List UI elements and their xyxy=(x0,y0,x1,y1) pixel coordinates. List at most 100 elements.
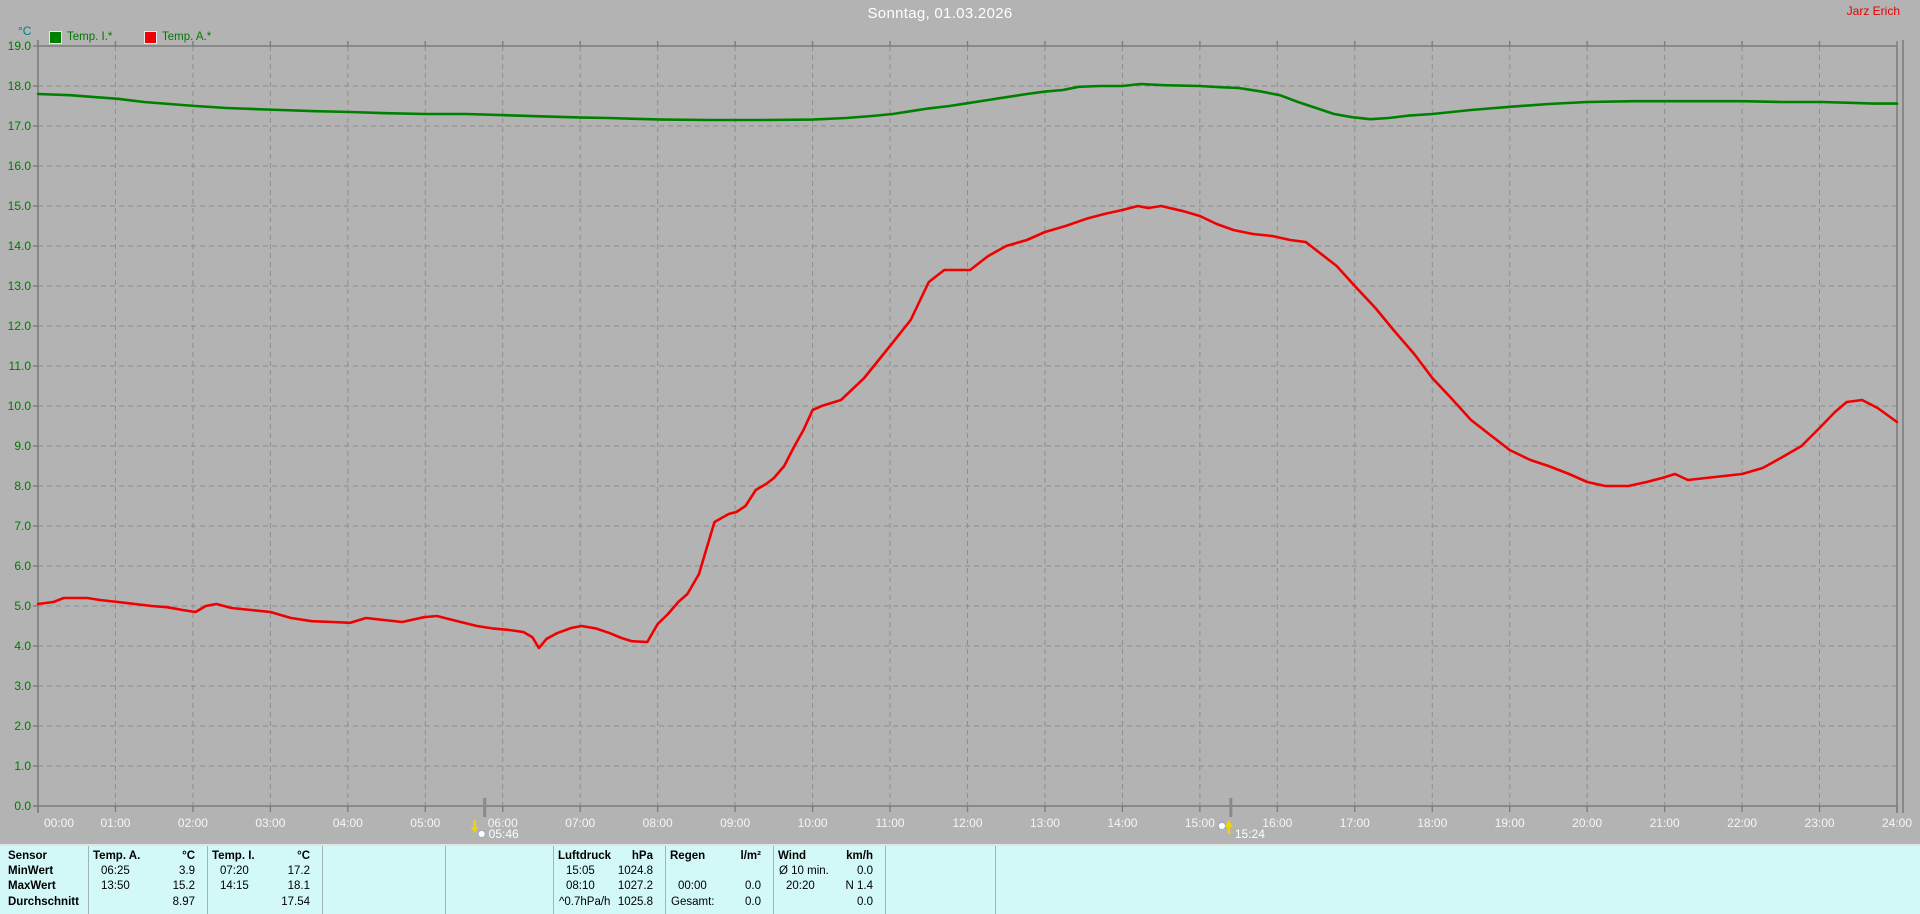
stats-table: Sensor MinWert MaxWert Durchschnitt Temp. A.… xyxy=(0,844,1920,914)
stats-col-unit: °C xyxy=(182,850,195,862)
sunrise-tick xyxy=(483,798,487,817)
x-tick-label: 03:00 xyxy=(255,816,285,830)
x-tick-label: 22:00 xyxy=(1727,816,1757,830)
y-tick-label: 15.0 xyxy=(8,199,32,213)
x-tick-label: 12:00 xyxy=(952,816,982,830)
table-divider xyxy=(445,846,446,914)
x-tick-label: 11:00 xyxy=(875,816,904,830)
y-tick-label: 11.0 xyxy=(9,359,32,373)
legend-swatch-temp-i-icon xyxy=(49,30,62,44)
y-tick-label: 7.0 xyxy=(14,519,31,533)
sunrise-sun-icon xyxy=(477,830,486,838)
series-line-tempi xyxy=(36,82,1899,122)
sunset-tick xyxy=(1229,798,1233,817)
y-tick-label: 6.0 xyxy=(14,559,31,573)
y-tick-label: 4.0 xyxy=(14,639,31,653)
stats-cell-time: 06:25 xyxy=(101,865,130,877)
stats-cell-value: 0.0 xyxy=(857,865,873,877)
stats-cell-value: N 1.4 xyxy=(845,880,874,892)
stats-row-label: Sensor xyxy=(8,850,47,862)
table-divider xyxy=(885,846,886,914)
x-tick-label: 04:00 xyxy=(333,816,363,830)
stats-cell-time: ^0.7hPa/h xyxy=(559,896,611,908)
stats-cell-value: 8.97 xyxy=(172,896,195,908)
stats-cell-time: 20:20 xyxy=(786,880,815,892)
stats-col-unit: km/h xyxy=(846,850,873,862)
stats-cell-value: 15.2 xyxy=(172,880,195,892)
legend-item-temp-a: Temp. A.* xyxy=(144,30,211,44)
stats-cell-time: 08:10 xyxy=(566,880,595,892)
y-tick-label: 3.0 xyxy=(14,679,31,693)
stats-col-unit: °C xyxy=(297,850,310,862)
temperature-line-chart: 19.0 18.0 17.0 16.0 15.0 14.0 13.0 12.0 11.0 10.0… xyxy=(8,39,1913,841)
y-tick-label: 8.0 xyxy=(14,479,31,493)
y-tick-label: 17.0 xyxy=(8,119,32,133)
stats-row-label: Durchschnitt xyxy=(8,896,79,908)
stats-col-unit: hPa xyxy=(631,850,653,862)
legend-label-temp-a: Temp. A.* xyxy=(162,31,212,43)
x-tick-label: 20:00 xyxy=(1572,816,1602,830)
x-tick-label: 23:00 xyxy=(1805,816,1835,830)
y-tick-label: 0.0 xyxy=(14,799,31,813)
y-tick-label: 18.0 xyxy=(8,79,32,93)
legend-item-temp-i: Temp. I.* xyxy=(49,30,112,44)
x-tick-label: 13:00 xyxy=(1030,816,1060,830)
x-tick-label: 01:00 xyxy=(100,816,130,830)
x-tick-label: 07:00 xyxy=(565,816,595,830)
y-tick-label: 10.0 xyxy=(8,399,32,413)
stats-cell-value: 1024.8 xyxy=(617,865,653,877)
x-tick-label: 21:00 xyxy=(1650,816,1680,830)
stats-cell-value: 0.0 xyxy=(745,880,761,892)
x-tick-label: 05:00 xyxy=(410,816,440,830)
stats-cell-value: 0.0 xyxy=(857,896,873,908)
y-tick-label: 12.0 xyxy=(8,319,32,333)
sunset-time-label: 15:24 xyxy=(1235,827,1265,841)
x-tick-label: 08:00 xyxy=(643,816,673,830)
stats-col-name: Regen xyxy=(670,850,706,862)
sunset-sun-icon xyxy=(1217,822,1226,830)
user-name: Jarz Erich xyxy=(1846,4,1900,18)
stats-col-name: Wind xyxy=(778,850,806,862)
x-tick-label: 16:00 xyxy=(1262,816,1292,830)
stats-cell-time: 14:15 xyxy=(220,880,249,892)
y-tick-label: 13.0 xyxy=(8,279,32,293)
series-line-tempa xyxy=(36,204,1899,650)
y-tick-label: 9.0 xyxy=(14,439,31,453)
y-tick-label: 16.0 xyxy=(8,159,32,173)
x-tick-label: 19:00 xyxy=(1495,816,1525,830)
stats-cell-time: Gesamt: xyxy=(671,896,715,908)
legend-swatch-temp-a-icon xyxy=(144,30,157,44)
stats-cell-time: 13:50 xyxy=(101,880,130,892)
legend-label-temp-i: Temp. I.* xyxy=(67,31,113,43)
page-title: Sonntag, 01.03.2026 xyxy=(867,5,1013,22)
x-tick-label: 15:00 xyxy=(1185,816,1215,830)
x-tick-label: 10:00 xyxy=(798,816,828,830)
table-divider xyxy=(773,846,774,914)
stats-cell-time: 00:00 xyxy=(678,880,707,892)
y-tick-label: 1.0 xyxy=(14,759,31,773)
stats-row-label: MaxWert xyxy=(8,880,56,892)
stats-col-name: Luftdruck xyxy=(558,850,612,862)
stats-cell-value: 18.1 xyxy=(287,880,310,892)
stats-cell-value: 1027.2 xyxy=(617,880,653,892)
stats-col-unit: l/m² xyxy=(740,850,761,862)
x-tick-label: 18:00 xyxy=(1417,816,1447,830)
stats-col-name: Temp. I. xyxy=(212,850,255,862)
x-tick-label: 09:00 xyxy=(720,816,750,830)
sunrise-time-label: 05:46 xyxy=(489,827,519,841)
stats-cell-value: 17.2 xyxy=(287,865,310,877)
stats-row-label: MinWert xyxy=(8,865,54,877)
table-divider xyxy=(553,846,554,914)
stats-cell-time: 15:05 xyxy=(566,865,595,877)
table-divider xyxy=(665,846,666,914)
stats-col-name: Temp. A. xyxy=(93,850,141,862)
y-tick-label: 2.0 xyxy=(14,719,31,733)
table-divider xyxy=(88,846,89,914)
table-divider xyxy=(207,846,208,914)
table-divider xyxy=(322,846,323,914)
x-tick-label: 00:00 xyxy=(44,816,74,830)
stats-cell-value: 3.9 xyxy=(179,865,195,877)
sunrise-arrow-icon xyxy=(470,827,479,833)
x-tick-label: 24:00 xyxy=(1882,816,1912,830)
y-tick-label: 5.0 xyxy=(14,599,31,613)
